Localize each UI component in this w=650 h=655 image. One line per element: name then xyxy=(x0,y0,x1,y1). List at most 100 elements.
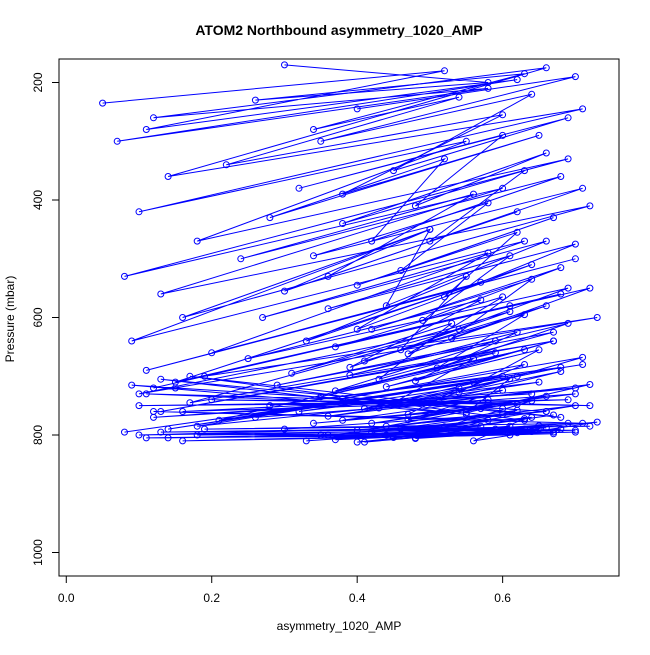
data-point xyxy=(135,208,143,216)
data-point xyxy=(528,90,536,98)
data-point xyxy=(564,319,572,327)
y-axis: 200 400 600 800 1000 xyxy=(31,72,59,566)
data-point xyxy=(237,255,245,263)
x-tick-label: 0.6 xyxy=(494,591,511,605)
data-point xyxy=(157,428,165,436)
data-point xyxy=(281,287,288,295)
data-point xyxy=(266,402,274,410)
data-point xyxy=(419,430,427,438)
data-point xyxy=(281,425,288,433)
data-point xyxy=(164,173,172,180)
data-point xyxy=(390,433,397,441)
data-point xyxy=(564,284,572,292)
data-point xyxy=(193,431,201,439)
data-point xyxy=(535,346,543,354)
data-point xyxy=(571,426,579,434)
data-point xyxy=(375,404,383,412)
data-point xyxy=(542,424,550,432)
data-point xyxy=(586,381,594,388)
data-point xyxy=(339,190,347,198)
data-point xyxy=(390,399,397,407)
data-point xyxy=(579,361,587,368)
data-point xyxy=(564,396,572,404)
y-tick-label: 400 xyxy=(31,190,45,210)
x-tick-label: 0.4 xyxy=(349,591,366,605)
data-point xyxy=(324,305,332,313)
data-point xyxy=(441,67,448,75)
data-point xyxy=(484,199,492,207)
data-point xyxy=(295,408,303,415)
data-point xyxy=(324,431,332,439)
data-point xyxy=(353,281,361,289)
data-point xyxy=(150,114,157,122)
data-point xyxy=(579,105,587,113)
data-point xyxy=(571,73,579,81)
data-point xyxy=(150,408,157,415)
y-axis-label: Pressure (mbar) xyxy=(3,276,17,363)
data-point xyxy=(550,337,557,345)
data-point xyxy=(521,361,528,368)
x-tick-label: 0.0 xyxy=(58,591,75,605)
data-point xyxy=(368,325,376,333)
data-point xyxy=(550,214,557,222)
data-point xyxy=(499,293,507,301)
data-point xyxy=(179,314,187,321)
data-point xyxy=(571,240,579,248)
data-point xyxy=(521,415,528,423)
data-point xyxy=(368,419,376,427)
data-point xyxy=(579,353,587,361)
data-point xyxy=(542,149,550,157)
data-point xyxy=(557,368,565,375)
data-point xyxy=(411,377,419,385)
chart-title: ATOM2 Northbound asymmetry_1020_AMP xyxy=(195,22,482,38)
data-point xyxy=(121,428,128,436)
y-tick-label: 1000 xyxy=(31,539,45,566)
data-point xyxy=(317,393,325,401)
data-point xyxy=(441,293,448,301)
data-point xyxy=(128,381,136,389)
data-point xyxy=(499,131,507,139)
data-point xyxy=(542,392,550,400)
data-point xyxy=(353,438,361,446)
data-point xyxy=(317,431,325,439)
data-point xyxy=(484,79,492,86)
data-point xyxy=(193,237,201,245)
data-point xyxy=(564,155,572,163)
x-axis-label: asymmetry_1020_AMP xyxy=(277,619,402,633)
data-point xyxy=(513,76,521,84)
data-point xyxy=(506,252,514,260)
data-point xyxy=(186,372,194,380)
data-point xyxy=(339,220,347,227)
data-point xyxy=(353,426,361,434)
data-point xyxy=(397,267,405,274)
data-point xyxy=(193,422,201,430)
data-point xyxy=(382,383,390,391)
data-point xyxy=(317,137,325,145)
data-point xyxy=(135,402,143,410)
data-point xyxy=(506,375,514,383)
data-point xyxy=(411,202,419,210)
data-point xyxy=(557,264,565,272)
data-point xyxy=(521,311,528,319)
data-point xyxy=(128,337,136,345)
data-point xyxy=(542,64,550,72)
data-point xyxy=(142,390,150,398)
data-point xyxy=(521,237,528,245)
data-point xyxy=(121,272,128,280)
data-point xyxy=(310,126,317,133)
data-point xyxy=(550,328,557,336)
data-point xyxy=(157,375,165,383)
data-point xyxy=(331,343,339,351)
data-point xyxy=(586,402,594,410)
series-line xyxy=(102,67,598,442)
data-point xyxy=(222,161,230,169)
data-point xyxy=(542,237,550,245)
data-point xyxy=(164,434,172,442)
series-line xyxy=(226,64,576,443)
data-point xyxy=(593,418,601,426)
data-point xyxy=(288,369,296,377)
data-point xyxy=(310,252,317,260)
data-point xyxy=(462,409,470,417)
